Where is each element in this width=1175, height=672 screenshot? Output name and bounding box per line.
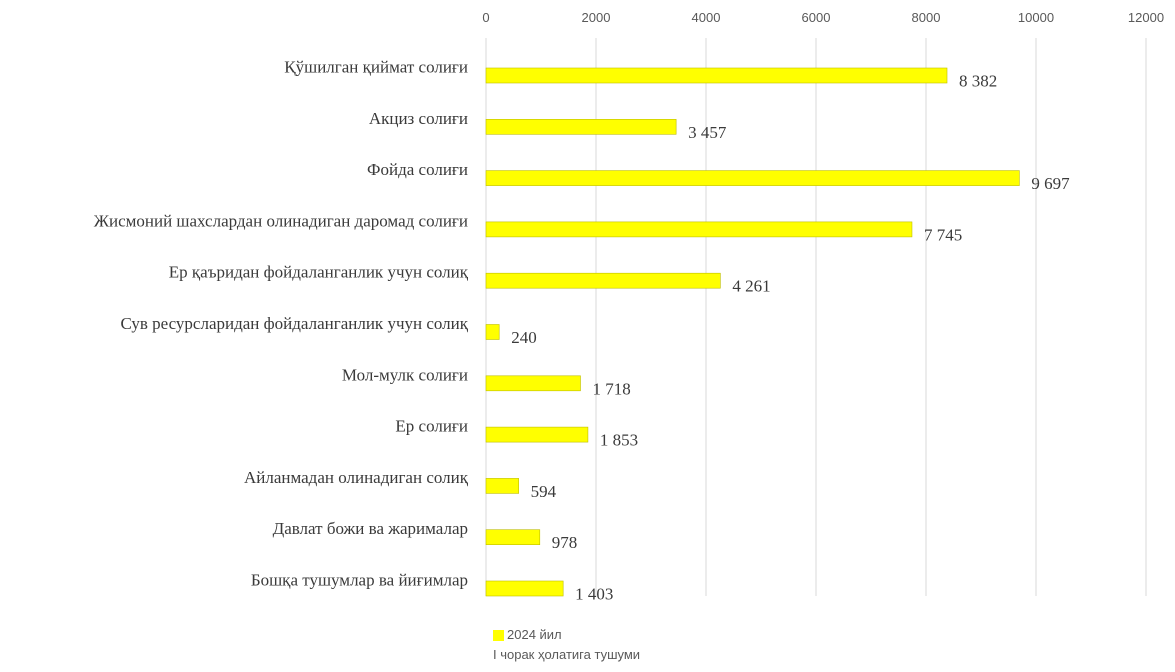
data-label: 7 745 xyxy=(924,225,962,244)
data-label: 9 697 xyxy=(1031,174,1070,193)
data-label: 1 853 xyxy=(600,431,638,450)
category-label: Мол-мулк солиғи xyxy=(342,365,468,384)
legend-label-line1: 2024 йил xyxy=(507,627,562,642)
category-label: Ер қаъридан фойдаланганлик учун солиқ xyxy=(169,263,469,282)
legend-swatch xyxy=(493,629,504,641)
category-label: Акциз солиғи xyxy=(369,109,468,128)
x-axis-ticks: 0 2000 4000 6000 8000 10000 12000 xyxy=(482,10,1164,25)
category-label: Сув ресурсларидан фойдаланганлик учун со… xyxy=(120,314,468,333)
data-labels: 8 382 3 457 9 697 7 745 4 261 240 1 718 1 853 59… xyxy=(511,72,1070,604)
bar xyxy=(485,119,677,135)
bar xyxy=(485,324,500,340)
category-label: Жисмоний шахслардан олинадиган даромад с… xyxy=(94,211,468,230)
x-tick-label: 8000 xyxy=(912,10,941,25)
data-label: 978 xyxy=(552,533,578,552)
category-label: Айланмадан олинадиган солиқ xyxy=(244,468,469,487)
data-label: 1 718 xyxy=(592,379,630,398)
bar xyxy=(485,272,721,289)
x-tick-label: 10000 xyxy=(1018,10,1054,25)
category-label: Давлат божи ва жарималар xyxy=(273,519,468,538)
category-label: Қўшилган қиймат солиғи xyxy=(284,58,468,77)
legend: 2024 йил I чорак ҳолатига тушуми xyxy=(493,625,640,665)
bar xyxy=(485,580,564,597)
bars xyxy=(485,67,1020,597)
bar xyxy=(485,221,913,238)
bar xyxy=(485,478,519,494)
data-label: 4 261 xyxy=(732,277,770,296)
category-labels: Қўшилган қиймат солиғи Акциз солиғи Фойда … xyxy=(94,58,469,590)
data-label: 8 382 xyxy=(959,72,997,91)
x-tick-label: 12000 xyxy=(1128,10,1164,25)
data-label: 3 457 xyxy=(688,123,727,142)
category-label: Фойда солиғи xyxy=(367,160,468,179)
bar xyxy=(485,375,581,392)
legend-entry: 2024 йил xyxy=(493,625,640,645)
legend-label-line2: I чорак ҳолатига тушуми xyxy=(493,647,641,662)
x-tick-label: 6000 xyxy=(802,10,831,25)
data-label: 594 xyxy=(531,482,557,501)
x-tick-label: 0 xyxy=(482,10,489,25)
bar xyxy=(485,426,589,443)
category-label: Бошқа тушумлар ва йиғимлар xyxy=(251,571,468,590)
category-label: Ер солиғи xyxy=(395,417,468,436)
data-label: 1 403 xyxy=(575,585,613,604)
bar xyxy=(485,529,541,546)
bar xyxy=(485,67,948,84)
data-label: 240 xyxy=(511,328,537,347)
x-tick-label: 4000 xyxy=(692,10,721,25)
bar xyxy=(485,170,1020,186)
x-tick-label: 2000 xyxy=(582,10,611,25)
